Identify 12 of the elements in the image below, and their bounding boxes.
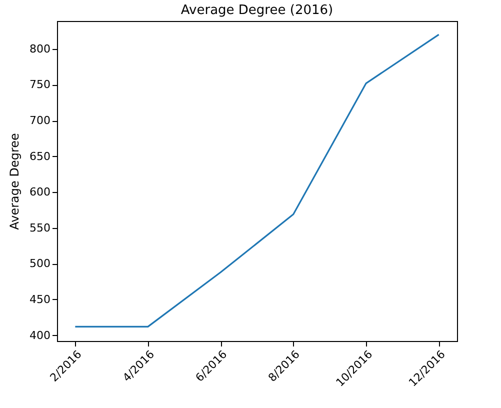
y-tick-label: 450 bbox=[30, 292, 50, 306]
line-series bbox=[74, 34, 440, 328]
y-tick-label: 600 bbox=[30, 186, 50, 199]
y-tick-label: 400 bbox=[30, 328, 50, 342]
y-tick-label: 800 bbox=[30, 42, 50, 56]
y-tick-label: 750 bbox=[30, 78, 50, 92]
y-tick-label: 650 bbox=[30, 150, 50, 163]
y-tick-label: 550 bbox=[30, 221, 50, 234]
y-axis-title: Average Degree bbox=[8, 133, 22, 230]
y-tick-label: 500 bbox=[30, 257, 50, 270]
y-tick-label: 700 bbox=[30, 114, 50, 128]
chart-title: Average Degree (2016) bbox=[180, 3, 334, 18]
